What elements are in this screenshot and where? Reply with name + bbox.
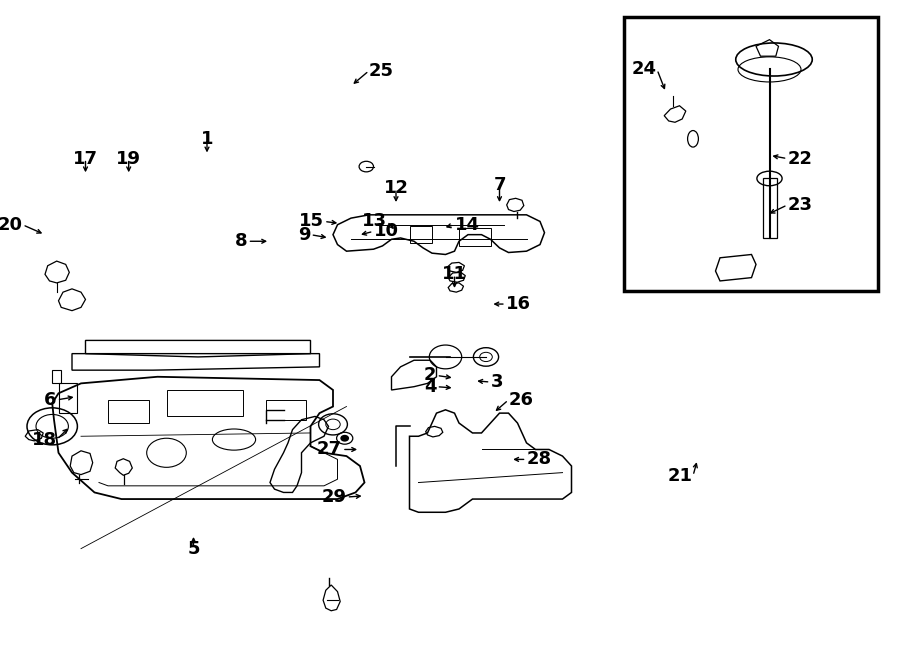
Text: 13: 13: [362, 212, 387, 231]
Text: 8: 8: [235, 232, 248, 251]
Text: 5: 5: [187, 539, 200, 558]
Text: 4: 4: [424, 377, 436, 396]
Text: 21: 21: [668, 467, 693, 485]
Text: 26: 26: [508, 391, 534, 409]
Text: 23: 23: [788, 196, 813, 214]
Text: 27: 27: [317, 440, 342, 459]
Text: 12: 12: [383, 179, 409, 198]
Text: 15: 15: [299, 212, 324, 231]
Circle shape: [341, 436, 348, 441]
Text: 11: 11: [442, 265, 467, 284]
Text: 6: 6: [44, 391, 57, 409]
Text: 24: 24: [632, 60, 657, 79]
Text: 3: 3: [491, 373, 503, 391]
Text: 28: 28: [526, 450, 552, 469]
Text: 17: 17: [73, 149, 98, 168]
Text: 20: 20: [0, 215, 22, 234]
Text: 14: 14: [454, 215, 480, 234]
Text: 19: 19: [116, 149, 141, 168]
Text: 7: 7: [493, 176, 506, 194]
Text: 29: 29: [321, 488, 347, 506]
Text: 18: 18: [32, 430, 57, 449]
Text: 10: 10: [374, 222, 399, 241]
Text: 9: 9: [298, 225, 310, 244]
Text: 1: 1: [201, 130, 213, 148]
Text: 16: 16: [506, 295, 531, 313]
Text: 25: 25: [369, 61, 394, 80]
Text: 22: 22: [788, 149, 813, 168]
Bar: [624, 17, 878, 291]
Text: 2: 2: [424, 366, 436, 385]
